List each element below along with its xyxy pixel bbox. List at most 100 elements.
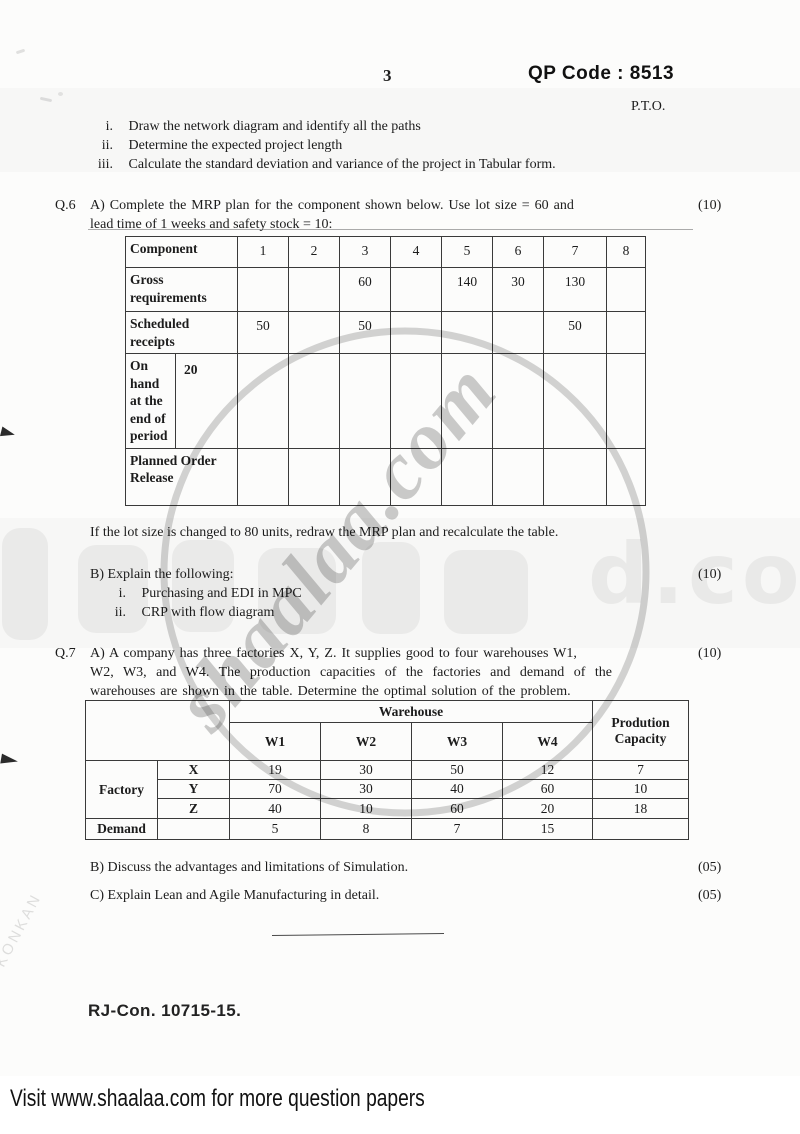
mrp-cell [606,353,646,449]
mrp-cell [492,447,544,506]
tt-cell: 60 [411,798,503,819]
scanned-page-area [0,0,800,1076]
mrp-onhand-value: 20 [175,353,238,449]
mrp-cell [339,447,391,506]
q7-marks-c: (05) [698,888,722,903]
tt-row-header: Z [157,798,230,819]
mrp-cell [390,311,442,354]
q6-part-b: B) Explain the following: [90,567,234,582]
mrp-row-label: On hand at the end of period [125,353,176,449]
tt-cell: 20 [502,798,593,819]
list-marker: i. [118,586,126,601]
page-number: 3 [383,66,392,85]
q7-line1: A) A company has three factories X, Y, Z… [90,646,577,661]
tt-cell [157,818,230,840]
tt-cell: 30 [320,779,412,799]
mrp-header-cell: 6 [492,236,544,268]
q7-label: Q.7 [55,646,76,661]
mrp-header-cell: 2 [288,236,340,268]
mrp-cell [288,311,340,354]
tt-col-header: W4 [502,722,593,761]
mrp-row-label: Gross requirements [125,267,238,312]
tt-cell: 18 [592,798,689,819]
mrp-cell [606,311,646,354]
mrp-cell [492,353,544,449]
q7-part-c: C) Explain Lean and Agile Manufacturing … [90,888,380,903]
tt-cell: 50 [411,760,503,780]
tt-col-header: W3 [411,722,503,761]
tt-col-header: W1 [229,722,321,761]
mrp-cell: 50 [237,311,289,354]
tt-cell [592,818,689,840]
tt-row-header: X [157,760,230,780]
mrp-cell [390,447,442,506]
transportation-table: Warehouse Prodution Capacity W1 W2 W3 W4… [85,700,689,840]
list-item: iii. Calculate the standard deviation an… [85,155,705,174]
list-marker: i. [105,119,113,134]
scan-artifact-line [88,229,693,230]
q6-marks-b: (10) [698,567,722,582]
list-text: Purchasing and EDI in MPC [141,586,302,601]
tt-cell: 70 [229,779,321,799]
q7-marks-a: (10) [698,646,722,661]
mrp-cell [606,267,646,312]
mrp-cell: 50 [339,311,391,354]
list-text: CRP with flow diagram [141,605,275,620]
mrp-header-cell: Component [125,236,238,268]
tt-cell: 40 [229,798,321,819]
mrp-cell [390,353,442,449]
mrp-header-cell: 8 [606,236,646,268]
tt-cell: 7 [592,760,689,780]
tt-cell: 60 [502,779,593,799]
mrp-cell [543,353,607,449]
tt-cell: 8 [320,818,412,840]
mrp-cell [237,267,289,312]
list-marker: iii. [97,157,113,172]
tt-cell: 7 [411,818,503,840]
tt-col-header: W2 [320,722,412,761]
tt-cell: 19 [229,760,321,780]
tt-cell: 15 [502,818,593,840]
mrp-cell: 60 [339,267,391,312]
pto-label: P.T.O. [631,99,666,114]
mrp-cell: 140 [441,267,493,312]
list-text: Draw the network diagram and identify al… [128,119,421,134]
list-item: ii. Determine the expected project lengt… [85,136,705,155]
list-marker: ii. [101,138,113,153]
tt-factory-label: Factory [85,760,158,819]
pencil-smudge [58,92,63,96]
q6-marks-a: (10) [698,198,722,213]
mrp-row-label: Scheduled receipts [125,311,238,354]
mrp-cell: 30 [492,267,544,312]
q6-line2: lead time of 1 weeks and safety stock = … [90,217,333,232]
mrp-cell [237,447,289,506]
mrp-cell: 130 [543,267,607,312]
mrp-cell [390,267,442,312]
mrp-cell [288,447,340,506]
mrp-cell [441,353,493,449]
mrp-cell [288,267,340,312]
q7-line2: W2, W3, and W4. The production capacitie… [90,665,612,680]
q6-label: Q.6 [55,198,76,213]
mrp-cell [441,311,493,354]
tt-empty-corner [85,700,230,761]
list-item: i. Draw the network diagram and identify… [85,117,705,136]
q6-line1: A) Complete the MRP plan for the compone… [90,198,574,213]
mrp-header-cell: 7 [543,236,607,268]
mrp-cell [492,311,544,354]
list-text: Calculate the standard deviation and var… [128,157,556,172]
mrp-cell [339,353,391,449]
list-marker: ii. [114,605,126,620]
mrp-table: Component 1 2 3 4 5 6 7 8 Gross requirem… [125,236,646,506]
mrp-cell [441,447,493,506]
mrp-header-cell: 5 [441,236,493,268]
q6-note: If the lot size is changed to 80 units, … [90,525,559,540]
mrp-cell: 50 [543,311,607,354]
tt-cell: 12 [502,760,593,780]
tt-cell: 10 [592,779,689,799]
list-text: Determine the expected project length [128,138,343,153]
tt-row-header: Y [157,779,230,799]
tt-demand-label: Demand [85,818,158,840]
mrp-header-cell: 1 [237,236,289,268]
tt-cell: 30 [320,760,412,780]
